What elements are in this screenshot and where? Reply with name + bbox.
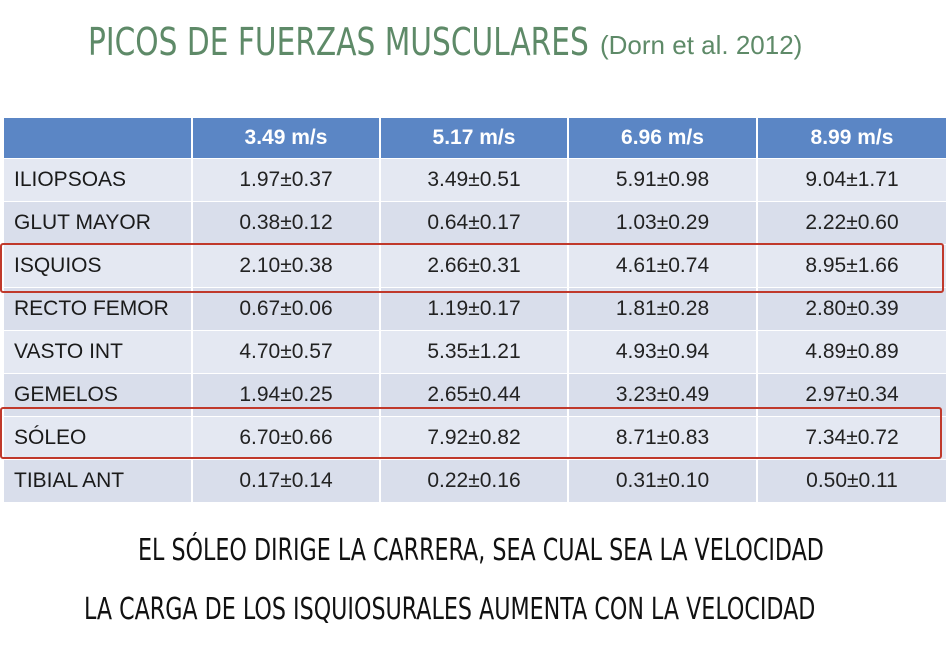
page-title: PICOS DE FUERZAS MUSCULARES: [88, 20, 589, 64]
title-block: PICOS DE FUERZAS MUSCULARES: [88, 20, 730, 76]
muscle-name: ISQUIOS: [4, 244, 193, 288]
table-row: SÓLEO 6.70±0.66 7.92±0.82 8.71±0.83 7.34…: [4, 416, 946, 460]
force-value: 0.50±0.11: [757, 459, 946, 502]
force-value: 7.34±0.72: [757, 416, 946, 460]
force-value: 4.93±0.94: [568, 330, 758, 374]
force-value: 4.89±0.89: [757, 330, 946, 374]
force-value: 1.81±0.28: [568, 287, 758, 331]
table-row: ILIOPSOAS 1.97±0.37 3.49±0.51 5.91±0.98 …: [4, 158, 946, 202]
force-value: 5.35±1.21: [380, 330, 569, 374]
force-value: 6.70±0.66: [192, 416, 381, 460]
column-header-muscle: [4, 118, 193, 159]
force-value: 4.70±0.57: [192, 330, 381, 374]
force-value: 2.80±0.39: [757, 287, 946, 331]
muscle-force-table: 3.49 m/s 5.17 m/s 6.96 m/s 8.99 m/s ILIO…: [4, 118, 946, 502]
conclusion-soleo: EL SÓLEO DIRIGE LA CARRERA, SEA CUAL SEA…: [138, 533, 824, 568]
column-header-speed: 6.96 m/s: [568, 118, 758, 159]
table-row: VASTO INT 4.70±0.57 5.35±1.21 4.93±0.94 …: [4, 330, 946, 374]
column-header-speed: 8.99 m/s: [757, 118, 946, 159]
muscle-name: GLUT MAYOR: [4, 201, 193, 245]
force-value: 2.10±0.38: [192, 244, 381, 288]
force-value: 2.66±0.31: [380, 244, 569, 288]
table-row: TIBIAL ANT 0.17±0.14 0.22±0.16 0.31±0.10…: [4, 459, 946, 502]
force-value: 2.22±0.60: [757, 201, 946, 245]
force-value: 0.67±0.06: [192, 287, 381, 331]
force-value: 8.71±0.83: [568, 416, 758, 460]
force-value: 0.31±0.10: [568, 459, 758, 502]
table-row: RECTO FEMOR 0.67±0.06 1.19±0.17 1.81±0.2…: [4, 287, 946, 331]
muscle-name: VASTO INT: [4, 330, 193, 374]
force-value: 0.64±0.17: [380, 201, 569, 245]
table-row: ISQUIOS 2.10±0.38 2.66±0.31 4.61±0.74 8.…: [4, 244, 946, 288]
force-value: 2.65±0.44: [380, 373, 569, 417]
column-header-speed: 3.49 m/s: [192, 118, 381, 159]
muscle-name: TIBIAL ANT: [4, 459, 193, 502]
table-header-row: 3.49 m/s 5.17 m/s 6.96 m/s 8.99 m/s: [4, 118, 946, 159]
force-value: 9.04±1.71: [757, 158, 946, 202]
column-header-speed: 5.17 m/s: [380, 118, 569, 159]
force-value: 5.91±0.98: [568, 158, 758, 202]
table-row: GLUT MAYOR 0.38±0.12 0.64±0.17 1.03±0.29…: [4, 201, 946, 245]
force-value: 0.22±0.16: [380, 459, 569, 502]
force-value: 1.03±0.29: [568, 201, 758, 245]
force-value: 8.95±1.66: [757, 244, 946, 288]
muscle-name: GEMELOS: [4, 373, 193, 417]
force-value: 3.49±0.51: [380, 158, 569, 202]
force-value: 2.97±0.34: [757, 373, 946, 417]
table-row: GEMELOS 1.94±0.25 2.65±0.44 3.23±0.49 2.…: [4, 373, 946, 417]
conclusion-isquios: LA CARGA DE LOS ISQUIOSURALES AUMENTA CO…: [84, 592, 816, 627]
muscle-name: SÓLEO: [4, 416, 193, 460]
force-value: 1.97±0.37: [192, 158, 381, 202]
force-value: 3.23±0.49: [568, 373, 758, 417]
force-value: 1.19±0.17: [380, 287, 569, 331]
force-value: 0.17±0.14: [192, 459, 381, 502]
force-value: 0.38±0.12: [192, 201, 381, 245]
muscle-force-table-container: 3.49 m/s 5.17 m/s 6.96 m/s 8.99 m/s ILIO…: [4, 118, 946, 502]
muscle-name: RECTO FEMOR: [4, 287, 193, 331]
force-value: 1.94±0.25: [192, 373, 381, 417]
citation: (Dorn et al. 2012): [600, 30, 803, 60]
force-value: 4.61±0.74: [568, 244, 758, 288]
force-value: 7.92±0.82: [380, 416, 569, 460]
muscle-name: ILIOPSOAS: [4, 158, 193, 202]
